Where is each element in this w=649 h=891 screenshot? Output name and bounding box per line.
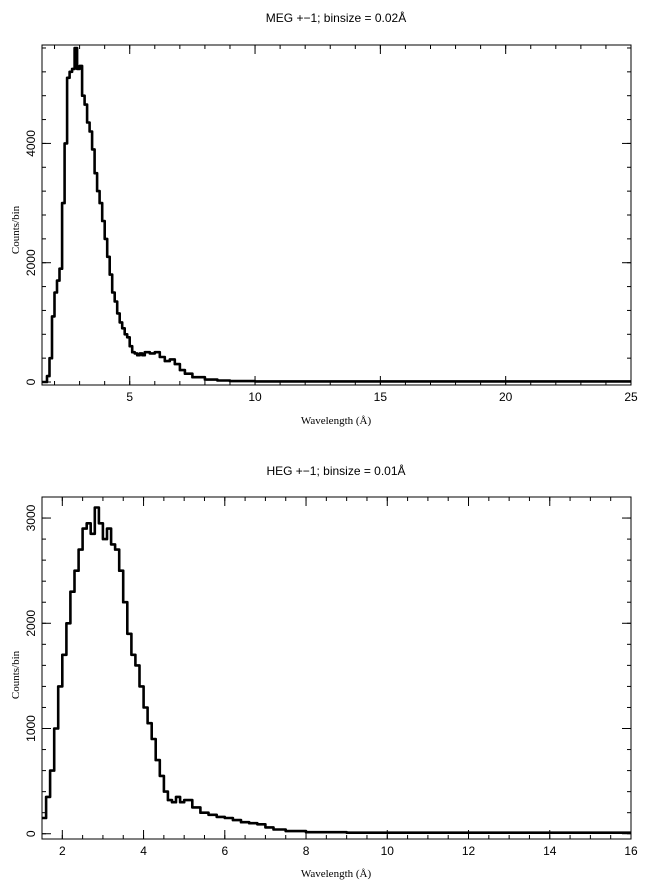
heg-y-tick-label: 2000 bbox=[24, 610, 38, 637]
meg-spectrum-panel: MEG +−1; binsize = 0.02Å 5 10 15 20 25 0 2000… bbox=[10, 10, 638, 427]
heg-x-tick-label: 2 bbox=[59, 844, 66, 858]
meg-x-tick-label: 25 bbox=[624, 390, 638, 404]
heg-x-tick-label: 10 bbox=[381, 844, 395, 858]
meg-x-tick-labels: 5 10 15 20 25 bbox=[126, 390, 638, 404]
heg-y-tick-label: 0 bbox=[24, 830, 38, 837]
meg-y-tick-label: 0 bbox=[24, 378, 38, 385]
heg-x-tick-label: 12 bbox=[462, 844, 476, 858]
meg-x-tick-label: 20 bbox=[499, 390, 513, 404]
meg-plot-frame bbox=[41, 44, 632, 386]
meg-axis-ticks bbox=[42, 45, 632, 385]
meg-y-tick-labels: 0 2000 4000 bbox=[24, 130, 38, 386]
heg-spectrum-panel: HEG +−1; binsize = 0.01Å 2 4 6 8 10 12 14 16 0 1… bbox=[10, 463, 638, 880]
heg-x-tick-labels: 2 4 6 8 10 12 14 16 bbox=[59, 844, 638, 858]
heg-axis-ticks bbox=[41, 496, 632, 839]
heg-spectrum-line bbox=[42, 506, 631, 834]
heg-y-tick-label: 1000 bbox=[24, 715, 38, 742]
heg-x-tick-label: 8 bbox=[303, 844, 310, 858]
meg-x-tick-label: 5 bbox=[126, 390, 133, 404]
meg-x-tick-label: 15 bbox=[374, 390, 388, 404]
heg-y-tick-labels: 0 1000 2000 3000 bbox=[24, 504, 38, 837]
heg-y-axis-label: Counts/bin bbox=[10, 650, 22, 699]
heg-x-tick-label: 4 bbox=[140, 844, 147, 858]
meg-x-tick-label: 10 bbox=[248, 390, 262, 404]
heg-y-tick-label: 3000 bbox=[24, 504, 38, 531]
heg-plot-frame bbox=[41, 496, 632, 840]
heg-x-axis-label: Wavelength (Å) bbox=[301, 868, 372, 880]
meg-y-axis-label: Counts/bin bbox=[10, 205, 22, 254]
heg-x-tick-label: 6 bbox=[221, 844, 228, 858]
meg-x-axis-label: Wavelength (Å) bbox=[301, 415, 372, 427]
meg-spectrum-line bbox=[42, 46, 631, 384]
heg-x-tick-label: 16 bbox=[624, 844, 638, 858]
heg-chart-title: HEG +−1; binsize = 0.01Å bbox=[266, 463, 405, 478]
meg-y-tick-label: 4000 bbox=[24, 130, 38, 157]
heg-x-tick-label: 14 bbox=[543, 844, 557, 858]
meg-chart-title: MEG +−1; binsize = 0.02Å bbox=[266, 10, 406, 25]
meg-y-tick-label: 2000 bbox=[24, 249, 38, 276]
